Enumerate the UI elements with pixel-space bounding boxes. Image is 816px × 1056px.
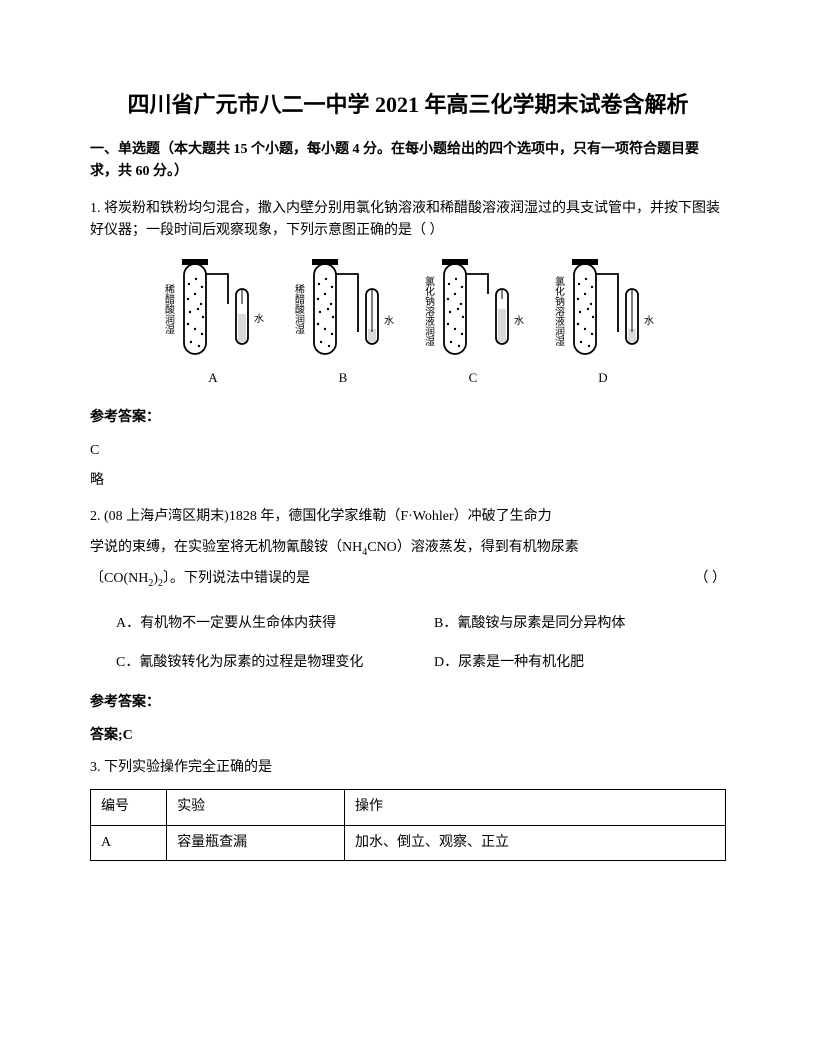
apparatus-d-icon: 氯化钠溶液润湿 水	[548, 254, 658, 364]
q2-answer-label: 参考答案：	[90, 692, 726, 714]
q2-paren: （ ）	[695, 564, 727, 595]
diagram-d: 氯化钠溶液润湿 水 D	[548, 254, 658, 389]
svg-text:水: 水	[514, 315, 524, 327]
table-row: A 容量瓶查漏 加水、倒立、观察、正立	[91, 825, 726, 860]
q3-text: 3. 下列实验操作完全正确的是	[90, 757, 726, 779]
page-title: 四川省广元市八二一中学 2021 年高三化学期末试卷含解析	[90, 90, 726, 121]
q3-r1c2: 容量瓶查漏	[167, 825, 345, 860]
q2-opt-d: D．尿素是一种有机化肥	[408, 648, 726, 679]
apparatus-c-icon: 氯化钠溶液润湿 水	[418, 254, 528, 364]
q1-answer: C	[90, 440, 726, 462]
q2-options: A．有机物不一定要从生命体内获得 B．氰酸铵与尿素是同分异构体 C．氰酸铵转化为…	[90, 605, 726, 683]
q2-opt-b: B．氰酸铵与尿素是同分异构体	[408, 609, 726, 640]
q2-line3: 〔CO(NH2)2〕。下列说法中错误的是 （ ）	[90, 564, 726, 595]
q1-diagram-row: 稀醋酸润湿 水 A 稀醋酸润湿	[90, 254, 726, 389]
svg-text:水: 水	[254, 313, 264, 325]
q2-answer: 答案;C	[90, 725, 726, 747]
q3-table: 编号 实验 操作 A 容量瓶查漏 加水、倒立、观察、正立	[90, 789, 726, 861]
section-heading: 一、单选题（本大题共 15 个小题，每小题 4 分。在每小题给出的四个选项中，只…	[90, 139, 726, 184]
q1-answer-label: 参考答案：	[90, 407, 726, 429]
q3-h1: 编号	[91, 790, 167, 825]
diagram-a: 稀醋酸润湿 水 A	[158, 254, 268, 389]
svg-text:水: 水	[384, 315, 394, 327]
svg-text:稀醋酸润湿: 稀醋酸润湿	[293, 283, 305, 334]
diagram-a-label: A	[208, 368, 217, 389]
svg-text:氯化钠溶液润湿: 氯化钠溶液润湿	[423, 275, 435, 346]
q3-h2: 实验	[167, 790, 345, 825]
q2-opt-c: C．氰酸铵转化为尿素的过程是物理变化	[90, 648, 408, 679]
diagram-b: 稀醋酸润湿 水 B	[288, 254, 398, 389]
q2-opt-a: A．有机物不一定要从生命体内获得	[90, 609, 408, 640]
q1-brief: 略	[90, 470, 726, 492]
question-3: 3. 下列实验操作完全正确的是 编号 实验 操作 A 容量瓶查漏 加水、倒立、观…	[90, 757, 726, 861]
svg-text:氯化钠溶液润湿: 氯化钠溶液润湿	[553, 275, 565, 346]
apparatus-b-icon: 稀醋酸润湿 水	[288, 254, 398, 364]
diagram-b-label: B	[339, 368, 348, 389]
q1-text: 1. 将炭粉和铁粉均匀混合，撒入内壁分别用氯化钠溶液和稀醋酸溶液润湿过的具支试管…	[90, 198, 726, 243]
diagram-c-label: C	[469, 368, 478, 389]
diagram-c: 氯化钠溶液润湿 水 C	[418, 254, 528, 389]
table-row: 编号 实验 操作	[91, 790, 726, 825]
q3-r1c1: A	[91, 825, 167, 860]
diagram-d-label: D	[598, 368, 607, 389]
q3-h3: 操作	[344, 790, 725, 825]
q2-line2: 学说的束缚，在实验室将无机物氰酸铵（NH4CNO）溶液蒸发，得到有机物尿素	[90, 533, 726, 564]
question-2: 2. (08 上海卢湾区期末)1828 年，德国化学家维勒（F·Wohler）冲…	[90, 502, 726, 747]
q2-line1: 2. (08 上海卢湾区期末)1828 年，德国化学家维勒（F·Wohler）冲…	[90, 502, 726, 533]
svg-text:稀醋酸润湿: 稀醋酸润湿	[163, 283, 175, 334]
question-1: 1. 将炭粉和铁粉均匀混合，撒入内壁分别用氯化钠溶液和稀醋酸溶液润湿过的具支试管…	[90, 198, 726, 493]
q3-r1c3: 加水、倒立、观察、正立	[344, 825, 725, 860]
apparatus-a-icon: 稀醋酸润湿 水	[158, 254, 268, 364]
svg-text:水: 水	[644, 315, 654, 327]
